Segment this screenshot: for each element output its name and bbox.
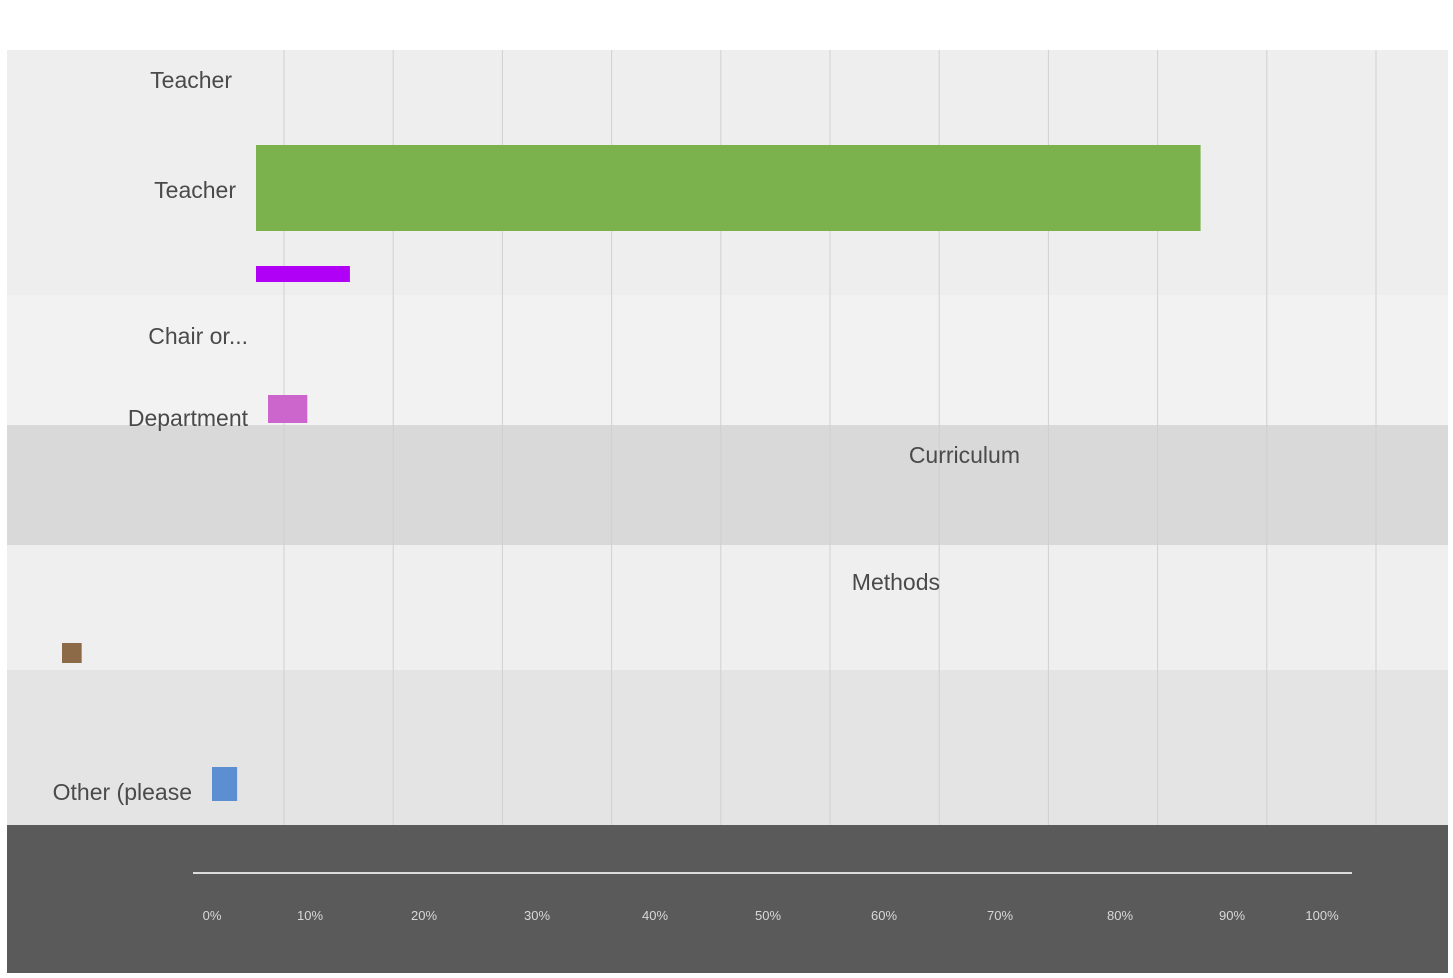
- x-tick-label: 40%: [642, 908, 668, 923]
- bar: [256, 266, 350, 282]
- x-tick-label: 50%: [755, 908, 781, 923]
- x-tick-label: 80%: [1107, 908, 1133, 923]
- x-tick-labels: 0% 10% 20% 30% 40% 50% 60% 70% 80% 90% 100%: [203, 908, 1339, 923]
- middle-panel: [7, 295, 1448, 425]
- bar: [256, 145, 1201, 231]
- category-label: Chair or...: [148, 323, 248, 349]
- other-panel: [7, 670, 1448, 825]
- x-tick-label: 20%: [411, 908, 437, 923]
- curriculum-panel: [7, 425, 1448, 545]
- bar: [212, 767, 238, 801]
- x-tick-label: 100%: [1305, 908, 1339, 923]
- x-tick-label: 0%: [203, 908, 222, 923]
- methods-panel: [7, 545, 1448, 670]
- x-tick-label: 70%: [987, 908, 1013, 923]
- category-label: Other (please: [53, 779, 192, 805]
- x-tick-label: 10%: [297, 908, 323, 923]
- category-label: Teacher: [154, 177, 236, 203]
- category-label: Curriculum: [909, 442, 1020, 468]
- category-label: Methods: [852, 569, 940, 595]
- category-labels: Teacher Teacher Chair or... Department Curri…: [53, 67, 1020, 805]
- bar: [62, 643, 82, 663]
- x-tick-label: 90%: [1219, 908, 1245, 923]
- bars: [62, 145, 1201, 801]
- category-label: Department: [128, 405, 249, 431]
- category-label: Teacher: [150, 67, 232, 93]
- x-tick-label: 60%: [871, 908, 897, 923]
- bar: [268, 395, 308, 423]
- axis-panel: [7, 825, 1448, 973]
- x-tick-label: 30%: [524, 908, 550, 923]
